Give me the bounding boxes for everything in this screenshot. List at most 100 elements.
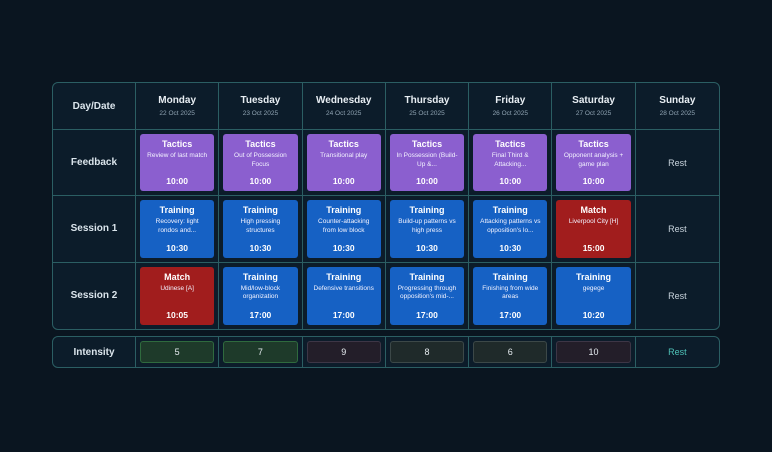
schedule-cell: Match Udinese [A] 10:05 [136, 262, 220, 329]
card-title: Training [409, 205, 445, 216]
card-title: Training [492, 205, 528, 216]
card-description: Udinese [A] [160, 284, 194, 292]
training-card[interactable]: Training High pressing structures 10:30 [223, 200, 298, 258]
schedule-cell: Training Attacking patterns vs opposition… [469, 196, 553, 263]
row-label: Session 2 [70, 290, 118, 302]
training-card[interactable]: Training Progressing through opposition's… [389, 266, 465, 325]
day-header-friday: Friday 26 Oct 2025 [469, 83, 553, 130]
intensity-value-box[interactable]: 7 [223, 341, 298, 363]
training-card[interactable]: Training Build-up patterns vs high press 1… [389, 200, 465, 258]
intensity-value-box[interactable]: 8 [389, 341, 465, 363]
schedule-cell: Tactics Review of last match 10:00 [136, 130, 220, 197]
schedule-cell: Training Build-up patterns vs high press 1… [385, 196, 470, 263]
day-date: 23 Oct 2025 [242, 110, 279, 117]
training-card[interactable]: Training Counter-attacking from low block… [306, 200, 381, 258]
match-card[interactable]: Match Liverpool City [H] 15:00 [556, 200, 631, 258]
card-description: Final Third & Attacking... [491, 152, 529, 168]
day-name: Tuesday [240, 95, 281, 106]
card-description: Out of Possession Focus [234, 152, 287, 168]
card-title: Training [576, 271, 612, 282]
card-time: 10:30 [332, 242, 355, 253]
schedule-cell: Training Finishing from wide areas 17:00 [469, 262, 553, 329]
card-time: 10:00 [166, 176, 189, 187]
tactics-card[interactable]: Tactics In Possession (Build-Up &... 10:00 [389, 134, 465, 192]
card-description: gegege [582, 284, 605, 292]
schedule-cell: Training Counter-attacking from low block… [302, 196, 386, 263]
schedule-cell: Tactics Out of Possession Focus 10:00 [219, 130, 303, 197]
schedule-cell: Tactics In Possession (Build-Up &... 10:00 [385, 130, 470, 197]
intensity-rest: Rest [668, 347, 687, 357]
card-title: Training [242, 271, 278, 282]
card-time: 10:30 [416, 242, 438, 253]
tactics-card[interactable]: Tactics Opponent analysis + game plan 10:0… [556, 134, 631, 192]
card-title: Training [492, 271, 528, 282]
intensity-cell: 8 [386, 337, 470, 367]
day-name: Monday [158, 95, 197, 106]
day-date: 28 Oct 2025 [659, 110, 696, 117]
training-card[interactable]: Training Defensive transitions 17:00 [306, 266, 381, 325]
card-title: Training [159, 205, 195, 216]
day-name: Thursday [404, 95, 450, 106]
card-time: 10:30 [499, 242, 522, 253]
schedule-cell: Rest [635, 196, 719, 263]
training-card[interactable]: Training Mid/low-block organization 17:00 [223, 266, 298, 325]
day-date: 22 Oct 2025 [159, 110, 195, 117]
tactics-card[interactable]: Tactics Transitional play 10:00 [306, 134, 381, 192]
rest-label: Rest [668, 157, 687, 168]
rest-label: Rest [668, 290, 687, 301]
intensity-cell: 10 [552, 337, 636, 367]
card-title: Tactics [161, 139, 193, 149]
training-card[interactable]: Training Recovery: light rondos and... 10:… [140, 200, 215, 258]
card-description: Transitional play [320, 152, 368, 159]
card-title: Tactics [578, 139, 609, 149]
intensity-label-cell: Intensity [53, 337, 136, 367]
day-date: 27 Oct 2025 [575, 110, 612, 117]
card-title: Tactics [495, 139, 526, 149]
card-time: 10:05 [166, 310, 189, 320]
day-name: Wednesday [316, 95, 372, 106]
training-card[interactable]: Training Attacking patterns vs opposition… [473, 200, 548, 258]
tactics-card[interactable]: Tactics Final Third & Attacking... 10:00 [473, 134, 548, 192]
day-header-thursday: Thursday 25 Oct 2025 [385, 83, 470, 130]
card-time: 10:20 [582, 310, 605, 320]
schedule-cell: Tactics Transitional play 10:00 [302, 130, 386, 197]
intensity-cell: Rest [636, 337, 719, 367]
tactics-card[interactable]: Tactics Out of Possession Focus 10:00 [223, 134, 298, 192]
schedule-cell: Tactics Final Third & Attacking... 10:00 [469, 130, 553, 197]
card-title: Training [242, 205, 278, 216]
intensity-cell: 5 [136, 337, 220, 367]
schedule-cell: Rest [635, 130, 719, 197]
schedule-cell: Training Progressing through opposition's… [386, 262, 470, 329]
schedule-cell: Training Recovery: light rondos and... 10:… [136, 196, 220, 263]
training-card[interactable]: Training gegege 10:20 [556, 266, 631, 325]
card-description: In Possession (Build-Up &... [396, 152, 458, 168]
intensity-label: Intensity [73, 346, 115, 358]
card-time: 10:00 [249, 176, 272, 187]
weekly-schedule-grid: Day/Date Monday 22 Oct 2025 Tuesday 23 Oct 2… [52, 82, 720, 330]
schedule-cell: Rest [636, 263, 719, 329]
intensity-value-box[interactable]: 10 [556, 341, 631, 363]
training-card[interactable]: Training Finishing from wide areas 17:00 [473, 266, 548, 325]
header-day-date: Day/Date [53, 83, 136, 130]
day-name: Sunday [659, 95, 696, 106]
card-title: Tactics [328, 139, 359, 149]
card-time: 10:30 [166, 242, 189, 253]
intensity-cell: 6 [469, 337, 553, 367]
card-description: Defensive transitions [313, 284, 374, 292]
tactics-card[interactable]: Tactics Review of last match 10:00 [140, 134, 215, 192]
card-time: 10:00 [499, 176, 522, 187]
intensity-value-box[interactable]: 6 [473, 341, 548, 363]
card-time: 10:00 [416, 176, 438, 187]
intensity-value-box[interactable]: 9 [306, 341, 381, 363]
card-description: Progressing through opposition's mid-... [397, 284, 457, 301]
card-time: 17:00 [332, 310, 355, 320]
schedule-cell: Training Mid/low-block organization 17:00 [219, 262, 303, 329]
card-time: 10:00 [332, 176, 355, 187]
intensity-value-box[interactable]: 5 [140, 341, 215, 363]
card-title: Tactics [245, 139, 276, 149]
card-time: 17:00 [249, 310, 272, 320]
day-date: 25 Oct 2025 [409, 110, 445, 117]
day-header-sunday: Sunday 28 Oct 2025 [635, 83, 719, 130]
card-time: 10:30 [249, 242, 272, 253]
match-card[interactable]: Match Udinese [A] 10:05 [140, 266, 215, 325]
